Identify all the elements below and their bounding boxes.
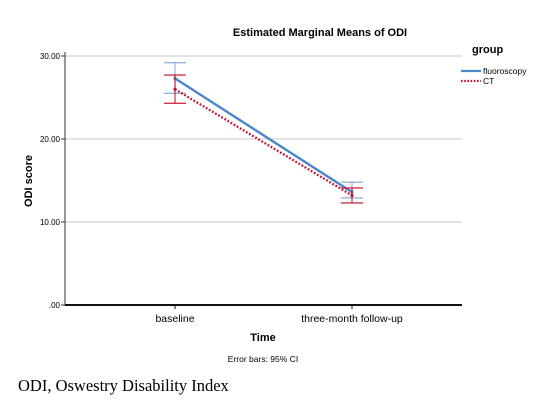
- gridlines: [65, 55, 462, 223]
- y-tick-labels: .00 10.00 20.00 30.00: [40, 52, 65, 310]
- y-tick-label: 20.00: [40, 135, 61, 144]
- x-tick-label: baseline: [155, 313, 194, 325]
- axes: [64, 52, 462, 306]
- y-tick-label: 30.00: [40, 52, 61, 61]
- series-line: [174, 77, 353, 194]
- error-bar-note: Error bars: 95% CI: [228, 354, 298, 364]
- data-point: [350, 193, 354, 198]
- x-axis-label: Time: [250, 332, 275, 344]
- legend-label-fluoroscopy: fluoroscopy: [483, 66, 527, 76]
- data-point: [173, 87, 177, 91]
- series-fluoroscopy: [164, 61, 363, 199]
- y-tick-label: .00: [49, 301, 61, 310]
- figure-footnote: ODI, Oswestry Disability Index: [18, 376, 229, 395]
- legend-label-CT: CT: [483, 76, 494, 86]
- x-tick-labels: baseline three-month follow-up: [155, 305, 403, 325]
- series: [164, 61, 363, 204]
- series-line: [174, 88, 353, 197]
- series-CT: [164, 74, 363, 204]
- ema-line-chart: .00 10.00 20.00 30.00 baseline three-month f…: [23, 27, 527, 364]
- legend-title: group: [472, 44, 503, 56]
- x-tick-label: three-month follow-up: [301, 313, 403, 325]
- chart-title: Estimated Marginal Means of ODI: [233, 27, 407, 39]
- y-tick-label: 10.00: [40, 218, 61, 227]
- y-axis-label: ODI score: [23, 155, 35, 207]
- chart-area: .00 10.00 20.00 30.00 baseline three-month f…: [23, 27, 527, 364]
